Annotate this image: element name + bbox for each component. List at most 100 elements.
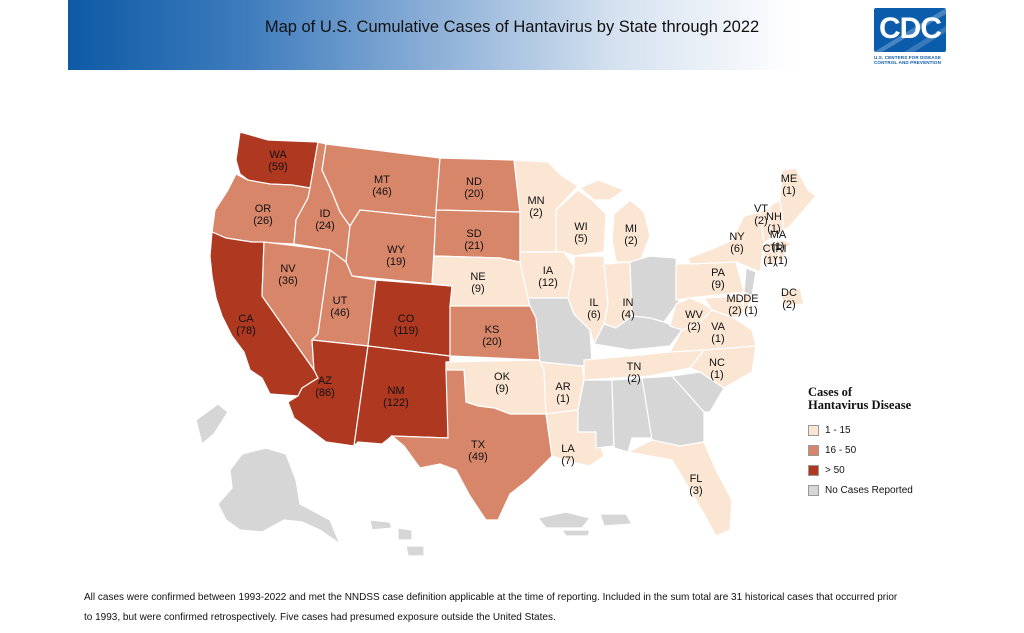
state-abbr-ok: OK: [494, 371, 511, 383]
legend-item-low: 1 - 15: [808, 420, 968, 440]
state-count-ia: (12): [538, 277, 558, 289]
state-hi-2[interactable]: [397, 527, 413, 541]
state-tx[interactable]: [390, 369, 553, 521]
state-count-pa: (9): [711, 279, 724, 291]
state-mi-upper[interactable]: [578, 179, 626, 201]
footnote: All cases were confirmed between 1993-20…: [84, 588, 954, 628]
state-count-md: (2): [728, 305, 741, 317]
state-nj[interactable]: [743, 267, 757, 297]
state-hi-1[interactable]: [369, 519, 393, 531]
legend: Cases of Hantavirus Disease 1 - 15 16 - …: [808, 386, 968, 500]
state-count-id: (24): [315, 220, 335, 232]
legend-item-none: No Cases Reported: [808, 480, 968, 500]
state-abbr-ct: CT: [763, 243, 778, 255]
state-oh[interactable]: [629, 255, 681, 323]
state-abbr-ut: UT: [333, 295, 348, 307]
state-abbr-de: DE: [743, 293, 758, 305]
logo-text: CDC: [879, 12, 942, 45]
state-abbr-wy: WY: [387, 244, 405, 256]
state-count-ca: (78): [236, 325, 256, 337]
state-abbr-ny: NY: [729, 231, 745, 243]
state-ky[interactable]: [593, 315, 683, 351]
state-abbr-vt: VT: [754, 203, 768, 215]
state-sc[interactable]: [670, 371, 725, 413]
logo-subtitle-2: CONTROL AND PREVENTION: [874, 60, 942, 65]
state-abbr-sd: SD: [466, 228, 481, 240]
state-ma[interactable]: [763, 239, 794, 253]
state-count-or: (26): [253, 215, 273, 227]
state-de[interactable]: [741, 290, 751, 315]
legend-title-line1: Cases of: [808, 385, 853, 399]
state-me[interactable]: [779, 167, 817, 232]
state-wi[interactable]: [555, 189, 607, 257]
state-abbr-ks: KS: [485, 324, 500, 336]
state-count-nh: (1): [767, 223, 780, 235]
state-abbr-la: LA: [561, 443, 575, 455]
state-ak[interactable]: [217, 447, 342, 546]
state-ak-south[interactable]: [195, 403, 229, 446]
state-count-il: (6): [587, 309, 600, 321]
state-hi-3[interactable]: [405, 545, 425, 557]
state-abbr-tn: TN: [627, 361, 642, 373]
state-pr-3[interactable]: [560, 529, 591, 537]
state-count-la: (7): [561, 455, 574, 467]
state-abbr-wa: WA: [269, 149, 287, 161]
state-count-co: (119): [394, 325, 419, 337]
state-count-mn: (2): [529, 207, 542, 219]
cdc-logo[interactable]: CDC U.S. CENTERS FOR DISEASE CONTROL AND…: [874, 8, 946, 65]
legend-label-low: 1 - 15: [825, 424, 851, 436]
legend-swatch-high: [808, 464, 819, 476]
state-pr-2[interactable]: [599, 513, 634, 527]
state-abbr-ne: NE: [470, 271, 485, 283]
state-abbr-fl: FL: [690, 473, 703, 485]
state-count-ny: (6): [730, 243, 743, 255]
state-ri[interactable]: [777, 249, 787, 263]
state-abbr-mn: MN: [527, 195, 544, 207]
legend-label-high: > 50: [825, 464, 845, 476]
legend-swatch-low: [808, 424, 819, 436]
footnote-line2: to 1993, but were confirmed retrospectiv…: [84, 612, 556, 623]
state-count-va: (1): [711, 333, 724, 345]
legend-swatch-none: [808, 484, 819, 496]
page-title: Map of U.S. Cumulative Cases of Hantavir…: [264, 18, 760, 36]
state-count-dc: (2): [782, 299, 795, 311]
state-pr-1[interactable]: [536, 511, 592, 529]
state-count-mt: (46): [372, 186, 392, 198]
state-labels: WA(59)OR(26)CA(78)NV(36)ID(24)MT(46)WY(1…: [236, 149, 797, 497]
state-count-tn: (2): [627, 373, 640, 385]
state-count-nc: (1): [710, 369, 723, 381]
state-count-nd: (20): [464, 188, 484, 200]
state-fl[interactable]: [626, 439, 733, 537]
state-abbr-or: OR: [255, 203, 272, 215]
state-md[interactable]: [702, 295, 745, 319]
legend-item-mid: 16 - 50: [808, 440, 968, 460]
state-mi[interactable]: [611, 199, 651, 263]
legend-swatch-mid: [808, 444, 819, 456]
state-abbr-in: IN: [623, 297, 634, 309]
state-count-vt: (2): [754, 215, 767, 227]
state-abbr-co: CO: [398, 313, 415, 325]
state-wv[interactable]: [669, 297, 713, 331]
state-count-ma: (1): [771, 241, 784, 253]
state-count-de: (1): [744, 305, 757, 317]
state-dc[interactable]: [779, 287, 805, 307]
state-abbr-ar: AR: [555, 381, 570, 393]
state-abbr-wv: WV: [685, 309, 703, 321]
state-count-nv: (36): [278, 275, 298, 287]
header-banner: Map of U.S. Cumulative Cases of Hantavir…: [68, 0, 956, 70]
state-abbr-mi: MI: [625, 223, 637, 235]
state-abbr-dc: DC: [781, 287, 797, 299]
state-count-ok: (9): [495, 383, 508, 395]
cdc-logo-box: CDC: [874, 8, 946, 52]
state-count-az: (86): [315, 387, 335, 399]
state-abbr-nm: NM: [387, 385, 404, 397]
footnote-line1: All cases were confirmed between 1993-20…: [84, 592, 898, 603]
state-count-wi: (5): [574, 233, 587, 245]
state-abbr-pa: PA: [711, 267, 726, 279]
state-abbr-md: MD: [726, 293, 743, 305]
legend-label-none: No Cases Reported: [825, 484, 913, 496]
state-count-nm: (122): [383, 397, 409, 409]
state-count-me: (1): [782, 185, 795, 197]
state-ny[interactable]: [687, 211, 765, 273]
state-abbr-va: VA: [711, 321, 726, 333]
